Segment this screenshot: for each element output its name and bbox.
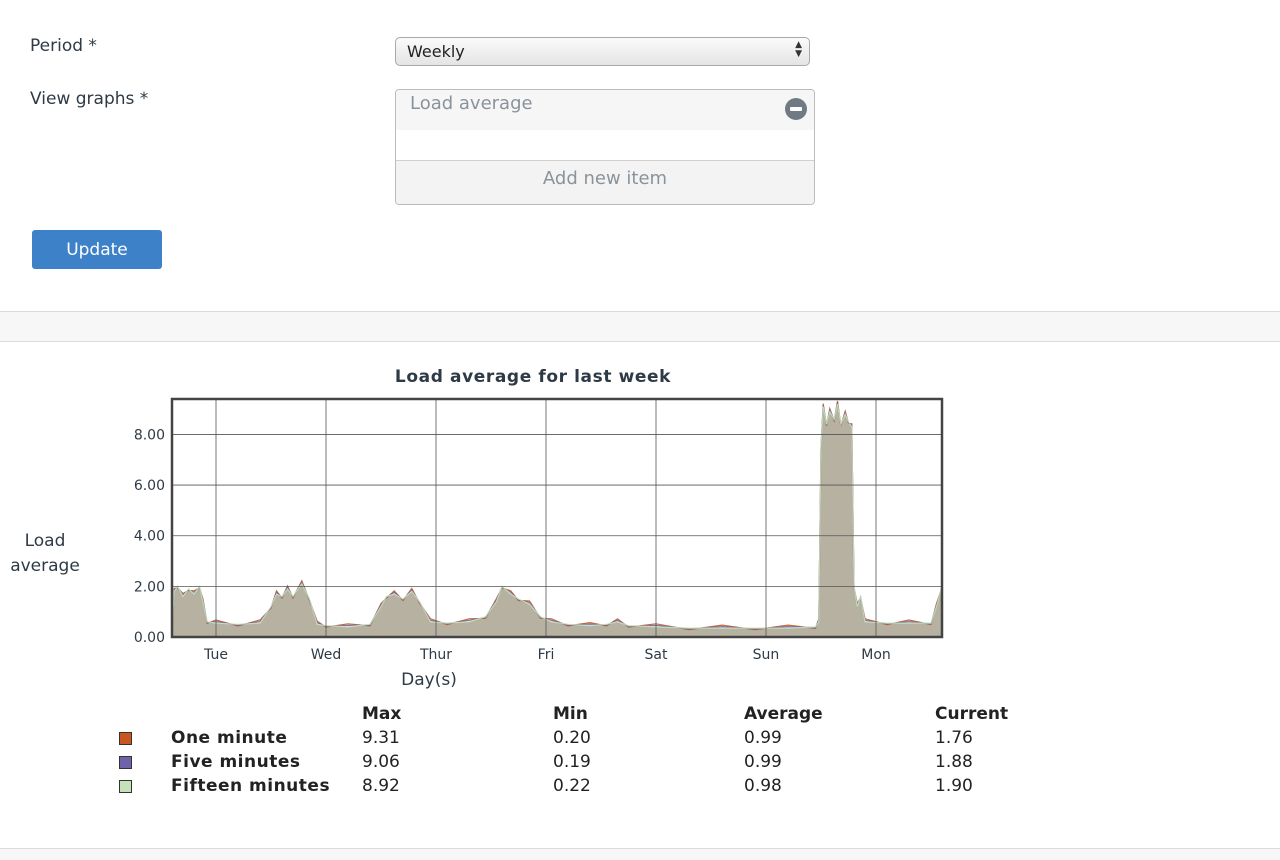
header-current: Current (935, 704, 1009, 724)
section-divider (0, 311, 1280, 342)
value-max: 9.06 (362, 752, 400, 772)
x-tick-label: Sun (753, 647, 780, 663)
x-tick-label: Mon (861, 647, 891, 663)
value-current: 1.88 (935, 752, 973, 772)
series-name: Five minutes (171, 752, 301, 772)
value-max: 8.92 (362, 776, 400, 796)
header-average: Average (744, 704, 823, 724)
y-tick-label: 4.00 (134, 529, 165, 545)
load-average-chart: Load average for last week 0.00 2.00 4.00 6… (10, 367, 944, 690)
view-graphs-label: View graphs * (30, 89, 149, 109)
series-name: One minute (171, 728, 288, 748)
y-axis-label-line2: average (10, 556, 80, 576)
series-swatch-five-minutes (119, 756, 132, 769)
series-name: Fifteen minutes (171, 776, 331, 796)
x-tick-label: Fri (538, 647, 555, 663)
select-arrows-icon: ▲ ▼ (795, 40, 802, 59)
plot-area: 0.00 2.00 4.00 6.00 8.00 Tue Wed Thur Fri Sat Sun M… (134, 397, 944, 663)
value-min: 0.22 (553, 776, 591, 796)
view-graphs-list: Load average Add new item (395, 89, 815, 205)
value-current: 1.76 (935, 728, 973, 748)
x-tick-label: Sat (645, 647, 668, 663)
value-current: 1.90 (935, 776, 973, 796)
value-average: 0.98 (744, 776, 782, 796)
y-axis-label-line1: Load (25, 531, 66, 551)
list-item[interactable]: Load average (396, 90, 814, 130)
y-tick-label: 8.00 (134, 427, 165, 443)
chart-title: Load average for last week (395, 367, 671, 387)
add-new-item-button[interactable]: Add new item (396, 160, 814, 204)
legend-table: Max Min Average Current One minute 9.31 … (0, 704, 1280, 814)
value-min: 0.19 (553, 752, 591, 772)
series-swatch-one-minute (119, 732, 132, 745)
value-average: 0.99 (744, 728, 782, 748)
header-min: Min (553, 704, 588, 724)
remove-icon[interactable] (785, 98, 807, 120)
value-min: 0.20 (553, 728, 591, 748)
period-select[interactable]: Weekly ▲ ▼ (395, 37, 810, 66)
x-tick-label: Wed (311, 647, 342, 663)
value-average: 0.99 (744, 752, 782, 772)
series-swatch-fifteen-minutes (119, 780, 132, 793)
line-series-fifteen-minutes (171, 403, 943, 629)
header-max: Max (362, 704, 402, 724)
period-label: Period * (30, 36, 97, 56)
bottom-divider (0, 848, 1280, 860)
y-tick-label: 0.00 (134, 630, 165, 646)
y-tick-label: 6.00 (134, 478, 165, 494)
update-button[interactable]: Update (32, 230, 162, 269)
x-axis-label: Day(s) (401, 670, 457, 690)
list-item-label: Load average (410, 93, 533, 114)
y-tick-label: 2.00 (134, 579, 165, 595)
x-tick-label: Tue (203, 647, 228, 663)
plot-frame (170, 397, 944, 639)
period-selected-value: Weekly (407, 42, 465, 61)
value-max: 9.31 (362, 728, 400, 748)
x-tick-label: Thur (419, 647, 452, 663)
